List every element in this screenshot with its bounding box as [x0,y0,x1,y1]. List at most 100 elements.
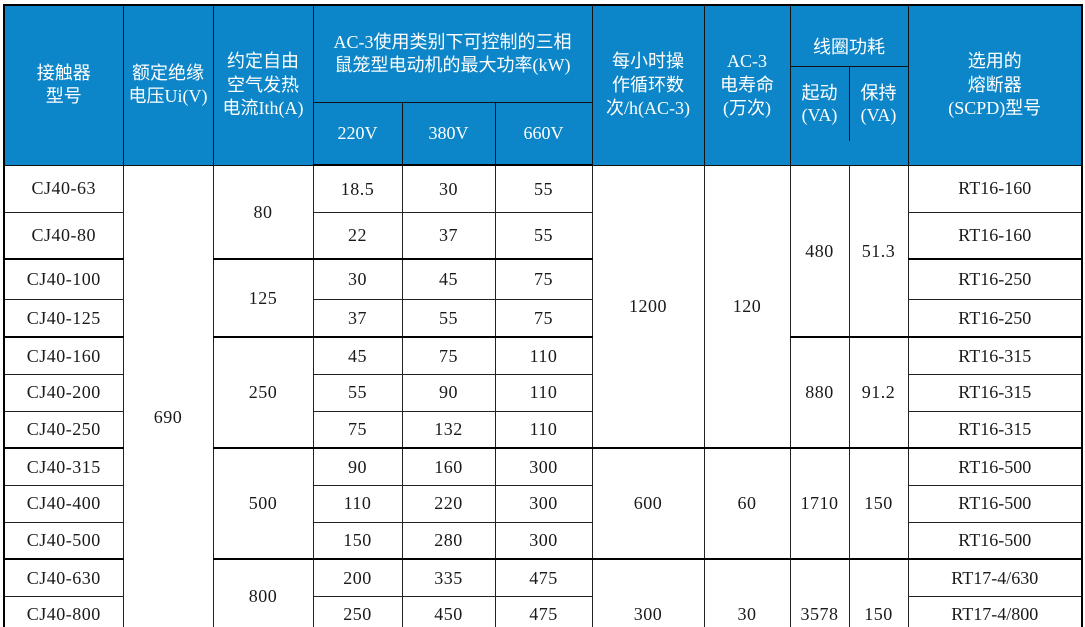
coil-subheader-row: 起动 (VA) 保持 (VA) [791,67,908,142]
cell-power-380v: 45 [401,258,496,300]
cell-thermal-current: 125 [212,258,314,338]
table-row: CJ40-160 250 45 75 110 880 91.2 RT16-315 [3,336,1083,449]
cell-thermal-current: 80 [212,164,314,260]
cell-power-380v: 132 [401,410,496,449]
cell-model: CJ40-200 [3,373,124,412]
cell-ops-per-hour: 1200 [591,164,705,449]
cell-power-380v: 30 [401,164,496,213]
cell-fuse: RT16-250 [907,258,1083,300]
table-row: CJ40-400 110 220 300 RT16-500 [3,484,1083,523]
col-header-coil-title: 线圈功耗 [791,29,908,68]
col-header-model: 接触器 型号 [3,4,124,166]
cell-power-660v: 55 [494,164,593,213]
cell-model: CJ40-80 [3,211,124,260]
cell-coil-hold: 91.2 [848,336,909,449]
cell-fuse: RT16-315 [907,410,1083,449]
cell-insulation-voltage: 690 [122,164,214,627]
cell-electrical-life: 120 [703,164,791,449]
cell-coil-start: 880 [789,336,850,449]
col-header-insulation-voltage: 额定绝缘 电压Ui(V) [122,4,214,166]
cell-ops-per-hour: 600 [591,447,705,560]
cell-thermal-current: 500 [212,447,314,560]
cell-power-660v: 110 [494,336,593,375]
cell-fuse: RT17-4/630 [907,558,1083,597]
table-row: CJ40-63 690 80 18.5 30 55 1200 120 480 5… [3,164,1083,627]
cell-power-220v: 250 [312,595,403,627]
cell-power-220v: 18.5 [312,164,403,213]
cell-power-220v: 110 [312,484,403,523]
cell-fuse: RT17-4/800 [907,595,1083,627]
col-header-660v: 660V [494,102,593,167]
cell-fuse: RT16-500 [907,521,1083,560]
cell-model: CJ40-100 [3,258,124,300]
cell-power-660v: 110 [494,410,593,449]
cell-ops-per-hour: 300 [591,558,705,627]
cell-model: CJ40-250 [3,410,124,449]
cell-power-660v: 300 [494,521,593,560]
cell-power-220v: 90 [312,447,403,486]
col-header-coil-start: 起动 (VA) [801,82,838,126]
cell-power-380v: 220 [401,484,496,523]
cell-power-220v: 200 [312,558,403,597]
cell-coil-start: 1710 [789,447,850,560]
cell-power-380v: 280 [401,521,496,560]
cell-model: CJ40-160 [3,336,124,375]
table-row: CJ40-800 250 450 475 RT17-4/800 [3,595,1083,627]
table-row: CJ40-80 22 37 55 RT16-160 [3,211,1083,260]
col-header-thermal-current: 约定自由 空气发热 电流Ith(A) [212,4,314,166]
cell-fuse: RT16-160 [907,211,1083,260]
cell-model: CJ40-63 [3,164,124,213]
table-row: CJ40-125 37 55 75 RT16-250 [3,298,1083,338]
cell-coil-hold: 51.3 [848,164,909,338]
cell-power-380v: 160 [401,447,496,486]
cell-power-660v: 55 [494,211,593,260]
cell-electrical-life: 30 [703,558,791,627]
col-header-power-group: AC-3使用类别下可控制的三相 鼠笼型电动机的最大功率(kW) [312,4,593,104]
cell-power-220v: 55 [312,373,403,412]
cell-fuse: RT16-500 [907,484,1083,523]
table-row: CJ40-100 125 30 45 75 RT16-250 [3,258,1083,338]
cell-coil-start: 480 [789,164,850,338]
cell-fuse: RT16-160 [907,164,1083,213]
cell-power-380v: 37 [401,211,496,260]
col-header-coil-power: 线圈功耗 起动 (VA) 保持 (VA) [789,4,909,166]
cell-power-380v: 335 [401,558,496,597]
cell-power-220v: 37 [312,298,403,338]
cell-model: CJ40-800 [3,595,124,627]
table-header: 接触器 型号 额定绝缘 电压Ui(V) 约定自由 空气发热 电流Ith(A) A… [3,4,1083,167]
col-header-ops-per-hour: 每小时操 作循环数 次/h(AC-3) [591,4,705,166]
coil-header-layout: 线圈功耗 起动 (VA) 保持 (VA) [791,29,908,142]
cell-fuse: RT16-250 [907,298,1083,338]
col-header-coil-hold: 保持 (VA) [848,67,908,142]
col-header-220v: 220V [312,102,403,167]
cell-electrical-life: 60 [703,447,791,560]
cell-power-660v: 475 [494,595,593,627]
table-row: CJ40-315 500 90 160 300 600 60 1710 150 … [3,447,1083,560]
cell-power-660v: 110 [494,373,593,412]
col-header-fuse: 选用的 熔断器 (SCPD)型号 [907,4,1083,166]
cell-model: CJ40-400 [3,484,124,523]
cell-coil-start: 3578 [789,558,850,627]
cell-coil-hold: 150 [848,447,909,560]
cell-power-660v: 300 [494,484,593,523]
cell-model: CJ40-630 [3,558,124,597]
cell-power-380v: 75 [401,336,496,375]
table-row: CJ40-200 55 90 110 RT16-315 [3,373,1083,412]
col-header-electrical-life: AC-3 电寿命 (万次) [703,4,791,166]
contactor-spec-table: 接触器 型号 额定绝缘 电压Ui(V) 约定自由 空气发热 电流Ith(A) A… [3,4,1084,627]
cell-power-220v: 75 [312,410,403,449]
cell-coil-hold: 150 [848,558,909,627]
cell-power-220v: 150 [312,521,403,560]
cell-power-380v: 450 [401,595,496,627]
cell-thermal-current: 250 [212,336,314,449]
cell-power-660v: 475 [494,558,593,597]
cell-model: CJ40-315 [3,447,124,486]
cell-power-220v: 45 [312,336,403,375]
table-row: CJ40-500 150 280 300 RT16-500 [3,521,1083,560]
table-row: CJ40-630 800 200 335 475 300 30 3578 150… [3,558,1083,627]
cell-power-220v: 30 [312,258,403,300]
cell-fuse: RT16-500 [907,447,1083,486]
table-row: CJ40-250 75 132 110 RT16-315 [3,410,1083,449]
cell-fuse: RT16-315 [907,336,1083,375]
